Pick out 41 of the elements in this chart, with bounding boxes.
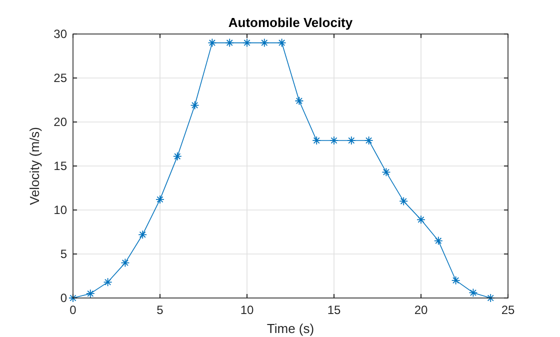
y-tick-label: 15 — [54, 159, 68, 174]
point — [294, 96, 304, 106]
x-tick-label: 5 — [156, 303, 164, 317]
x-axis-title: Time (s) — [266, 321, 314, 336]
y-tick-label: 30 — [54, 27, 68, 42]
x-tick-label: 20 — [414, 303, 428, 317]
y-tick-label: 5 — [60, 247, 68, 262]
y-tick-label: 25 — [54, 71, 68, 86]
y-tick-label: 0 — [60, 291, 68, 306]
point — [416, 215, 426, 224]
point — [260, 38, 269, 48]
point — [486, 294, 496, 302]
chart-title: Automobile Velocity — [228, 15, 354, 30]
point — [103, 278, 112, 287]
point — [346, 136, 356, 145]
point — [86, 289, 95, 298]
point — [399, 196, 408, 206]
point — [364, 136, 374, 145]
point — [330, 136, 338, 145]
point — [382, 168, 391, 177]
point — [225, 38, 234, 48]
x-tick-label: 10 — [240, 303, 254, 317]
point — [312, 136, 322, 145]
x-tick-label: 15 — [327, 303, 341, 317]
point — [190, 100, 200, 110]
point — [208, 38, 217, 48]
y-axis-title: Velocity (m/s) — [27, 126, 42, 206]
point — [242, 38, 252, 48]
y-tick-label: 20 — [54, 115, 68, 130]
point — [156, 194, 164, 204]
x-tick-label: 0 — [70, 303, 77, 317]
point — [68, 294, 78, 302]
point — [277, 38, 286, 48]
point — [434, 236, 443, 246]
y-tick-label: 10 — [54, 203, 68, 218]
point — [451, 276, 460, 285]
point — [138, 230, 148, 240]
point — [172, 152, 182, 161]
x-tick-label: 25 — [501, 303, 515, 317]
point — [468, 288, 478, 298]
point — [120, 258, 130, 268]
